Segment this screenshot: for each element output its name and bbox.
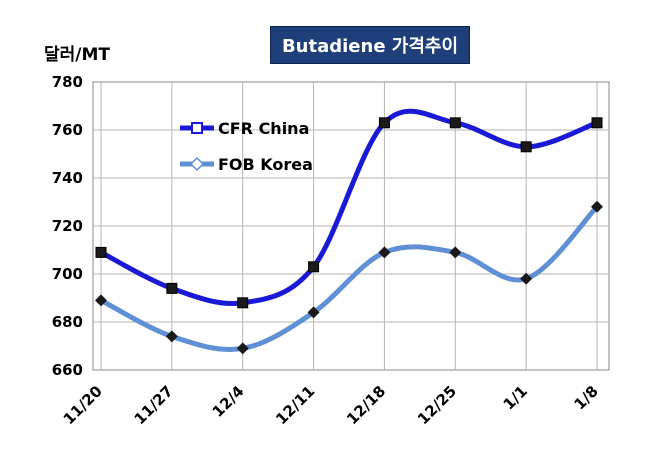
data-point-cfr-china (378, 117, 390, 129)
y-tick-label: 700 (52, 265, 83, 283)
legend-marker-cfr-china (191, 122, 203, 134)
data-point-fob-korea (449, 246, 462, 259)
x-tick-labels: 11/20 11/27 12/4 12/11 12/18 12/25 1/1 1/8 (60, 382, 602, 428)
data-point-cfr-china (237, 297, 249, 309)
series-layer (95, 108, 603, 355)
y-tick-label: 660 (52, 361, 83, 379)
data-point-fob-korea (378, 246, 391, 259)
x-tick-label: 11/27 (131, 382, 177, 428)
x-tick-label: 1/8 (570, 382, 601, 413)
data-point-cfr-china (166, 282, 178, 294)
x-tick-label: 1/1 (500, 382, 531, 413)
y-tick-labels: 660 680 700 720 740 760 780 (52, 73, 83, 379)
legend-label-cfr-china: CFR China (218, 119, 309, 138)
x-tick-label: 12/11 (272, 382, 318, 428)
x-tick-label: 12/18 (343, 382, 389, 428)
legend-label-fob-korea: FOB Korea (218, 155, 313, 174)
series-line-cfr-china (98, 108, 600, 307)
data-point-fob-korea (165, 330, 178, 343)
data-point-cfr-china (308, 261, 320, 273)
y-tick-label: 740 (52, 169, 83, 187)
grid (93, 82, 609, 370)
data-point-fob-korea (95, 294, 107, 307)
data-point-fob-korea (591, 200, 603, 213)
data-point-cfr-china (591, 117, 603, 129)
data-point-fob-korea (307, 306, 320, 319)
data-point-cfr-china (95, 246, 107, 258)
y-tick-label: 720 (52, 217, 83, 235)
y-tick-label: 780 (52, 73, 83, 91)
data-point-cfr-china (520, 141, 532, 153)
legend: CFR China FOB Korea (180, 119, 313, 174)
y-tick-label: 760 (52, 121, 83, 139)
y-axis-unit: 달러/MT (44, 45, 111, 65)
chart-title: Butadiene 가격추이 (270, 26, 470, 64)
x-tick-label: 12/4 (209, 382, 248, 421)
x-tick-label: 11/20 (60, 382, 106, 428)
data-point-fob-korea (520, 272, 533, 285)
x-tick-label: 12/25 (414, 382, 460, 428)
legend-marker-fob-korea (189, 156, 205, 172)
data-point-cfr-china (449, 117, 461, 129)
data-point-fob-korea (236, 342, 249, 355)
y-tick-label: 680 (52, 313, 83, 331)
